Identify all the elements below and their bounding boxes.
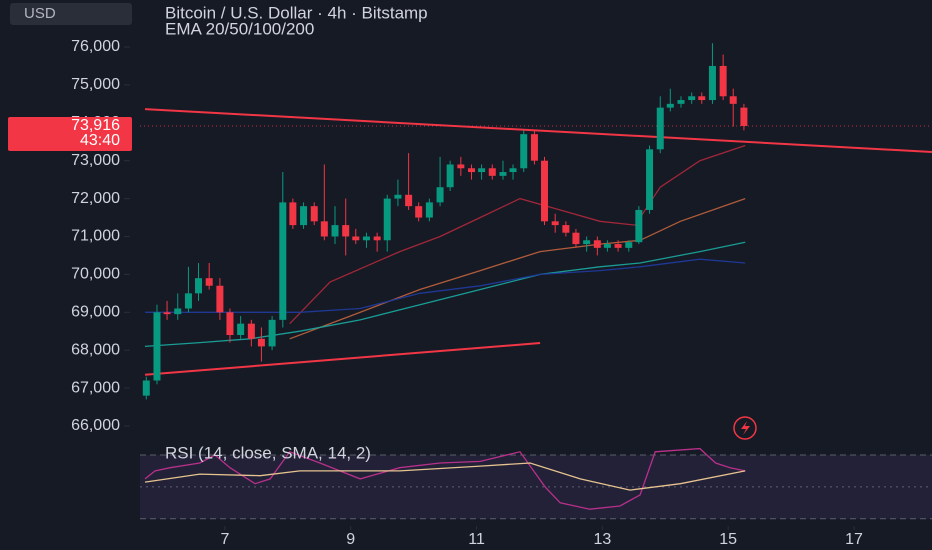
candle-body	[237, 323, 245, 336]
candle-body	[719, 65, 727, 97]
y-tick-label: 75,000	[71, 76, 120, 93]
y-tick-label: 76,000	[71, 38, 120, 55]
candle-body	[247, 323, 255, 339]
candle-body	[383, 198, 391, 241]
x-tick-label: 11	[468, 531, 485, 548]
chart-title: Bitcoin / U.S. Dollar · 4h · Bitstamp	[165, 3, 428, 22]
candle-body	[729, 96, 737, 104]
candle-body	[163, 312, 171, 315]
candle-body	[268, 319, 276, 347]
candle-body	[593, 240, 601, 248]
candle-body	[394, 194, 402, 199]
candle-body	[174, 308, 182, 315]
candle-body	[551, 221, 559, 226]
candle-body	[289, 202, 297, 226]
candle-body	[625, 242, 633, 248]
candle-body	[740, 107, 748, 126]
candle-body	[457, 164, 465, 169]
last-price-label: 73,916	[71, 117, 120, 134]
rsi-title: RSI (14, close, SMA, 14, 2)	[165, 443, 371, 462]
x-tick-label: 17	[845, 531, 863, 548]
candle-body	[226, 312, 234, 336]
candle-body	[688, 96, 696, 101]
countdown: 43:40	[80, 132, 120, 149]
candle-body	[216, 285, 224, 313]
candle-body	[153, 312, 161, 381]
candle-body	[468, 168, 476, 173]
ema-line	[144, 241, 746, 348]
alert-icon-bolt	[741, 421, 750, 435]
candle-body	[666, 103, 674, 108]
chart-subtitle: EMA 20/50/100/200	[165, 19, 314, 38]
candle-body	[509, 168, 517, 173]
candle-body	[415, 206, 423, 218]
candle-body	[436, 187, 444, 203]
candle-body	[635, 209, 643, 243]
candle-body	[184, 293, 192, 309]
candle-body	[540, 160, 548, 222]
y-tick-label: 67,000	[71, 379, 120, 396]
candle-body	[446, 164, 454, 188]
candle-body	[646, 149, 654, 210]
candle-body	[142, 380, 150, 396]
candle-body	[405, 194, 413, 207]
currency: USD	[24, 5, 56, 22]
ema-line	[289, 144, 746, 325]
candle-body	[195, 278, 203, 294]
candle-body	[320, 221, 328, 237]
candle-body	[572, 232, 580, 245]
candle-body	[352, 236, 360, 241]
x-tick-label: 15	[719, 531, 737, 548]
y-tick-label: 73,000	[71, 152, 120, 169]
candle-body	[583, 240, 591, 245]
y-tick-label: 66,000	[71, 417, 120, 434]
candle-body	[373, 236, 381, 241]
y-tick-label: 68,000	[71, 341, 120, 358]
currency-box[interactable]	[10, 3, 132, 25]
trend-line	[144, 342, 541, 376]
candle-body	[656, 107, 664, 150]
candle-body	[342, 225, 350, 237]
candle-body	[530, 134, 538, 161]
candle-body	[677, 100, 685, 104]
candle-body	[478, 168, 486, 173]
y-tick-label: 69,000	[71, 304, 120, 321]
candle-body	[425, 202, 433, 218]
candle-body	[362, 236, 370, 241]
candle-body	[520, 134, 528, 169]
candle-body	[279, 202, 287, 320]
candle-body	[310, 206, 318, 222]
candle-body	[708, 65, 716, 101]
trend-line	[144, 108, 932, 153]
last-price-box	[8, 116, 132, 151]
ema-line	[289, 197, 746, 340]
y-tick-label: 72,000	[71, 190, 120, 207]
y-tick-label: 71,000	[71, 228, 120, 245]
candle-body	[614, 244, 622, 248]
candle-body	[205, 278, 213, 286]
candle-body	[331, 225, 339, 237]
candle-body	[300, 206, 308, 226]
y-tick-label: 70,000	[71, 266, 120, 283]
rsi-line	[144, 447, 746, 510]
x-tick-label: 9	[346, 531, 355, 548]
x-tick-label: 13	[593, 531, 611, 548]
rsi-line	[144, 462, 746, 491]
candle-body	[488, 168, 496, 176]
candle-body	[562, 225, 570, 233]
candle-body	[698, 96, 706, 101]
candle-body	[603, 244, 611, 248]
candle-body	[257, 338, 265, 347]
alert-icon[interactable]	[733, 416, 757, 440]
candle-body	[499, 172, 507, 176]
x-tick-label: 7	[220, 531, 229, 548]
